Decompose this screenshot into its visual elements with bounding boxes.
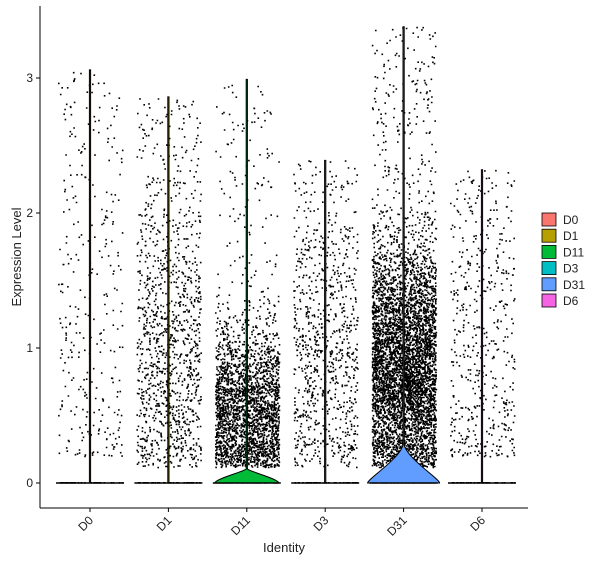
legend-item-D6: D6 xyxy=(541,293,579,308)
violin-D6 xyxy=(448,169,516,484)
violin-D31 xyxy=(367,26,441,484)
y-tick-label: 2 xyxy=(26,206,33,220)
violin-D1 xyxy=(134,96,203,484)
legend-label: D6 xyxy=(563,294,579,308)
y-axis-title: Expression Level xyxy=(9,207,24,306)
x-tick-label-D31: D31 xyxy=(384,513,410,539)
legend-item-D31: D31 xyxy=(541,277,585,292)
legend-item-D0: D0 xyxy=(541,212,579,227)
x-ticks: D0 D1 D11 D3 D31 D6 xyxy=(75,508,488,539)
y-tick-label: 0 xyxy=(26,476,33,490)
legend-swatch xyxy=(541,277,557,292)
legend: D0 D1 D11 D3 D31 D6 xyxy=(541,212,585,308)
legend-swatch xyxy=(541,244,557,259)
y-ticks: 0 1 2 3 xyxy=(26,71,40,490)
legend-label: D3 xyxy=(563,262,579,276)
x-tick-label-D6: D6 xyxy=(467,513,488,534)
legend-swatch xyxy=(541,228,557,243)
violin-D0 xyxy=(56,69,124,484)
x-tick-label-D0: D0 xyxy=(75,513,96,534)
legend-swatch xyxy=(541,212,557,227)
violins-layer xyxy=(56,26,516,484)
violin-D11 xyxy=(212,78,281,484)
y-tick-label: 3 xyxy=(26,71,33,85)
legend-item-D11: D11 xyxy=(541,244,584,259)
legend-label: D31 xyxy=(563,278,585,292)
legend-item-D3: D3 xyxy=(541,261,579,276)
x-tick-label-D3: D3 xyxy=(311,513,332,534)
legend-item-D1: D1 xyxy=(541,228,579,243)
points-layer xyxy=(58,26,516,484)
legend-label: D1 xyxy=(563,229,579,243)
axes-layer xyxy=(39,6,528,509)
x-axis-title: Identity xyxy=(263,540,305,555)
x-tick-label-D11: D11 xyxy=(228,513,253,538)
legend-label: D0 xyxy=(563,213,579,227)
legend-swatch xyxy=(541,261,557,276)
y-tick-label: 1 xyxy=(26,341,33,355)
legend-label: D11 xyxy=(563,245,584,259)
x-tick-label-D1: D1 xyxy=(154,513,175,534)
violin-D3 xyxy=(291,159,360,484)
legend-swatch xyxy=(541,293,557,308)
